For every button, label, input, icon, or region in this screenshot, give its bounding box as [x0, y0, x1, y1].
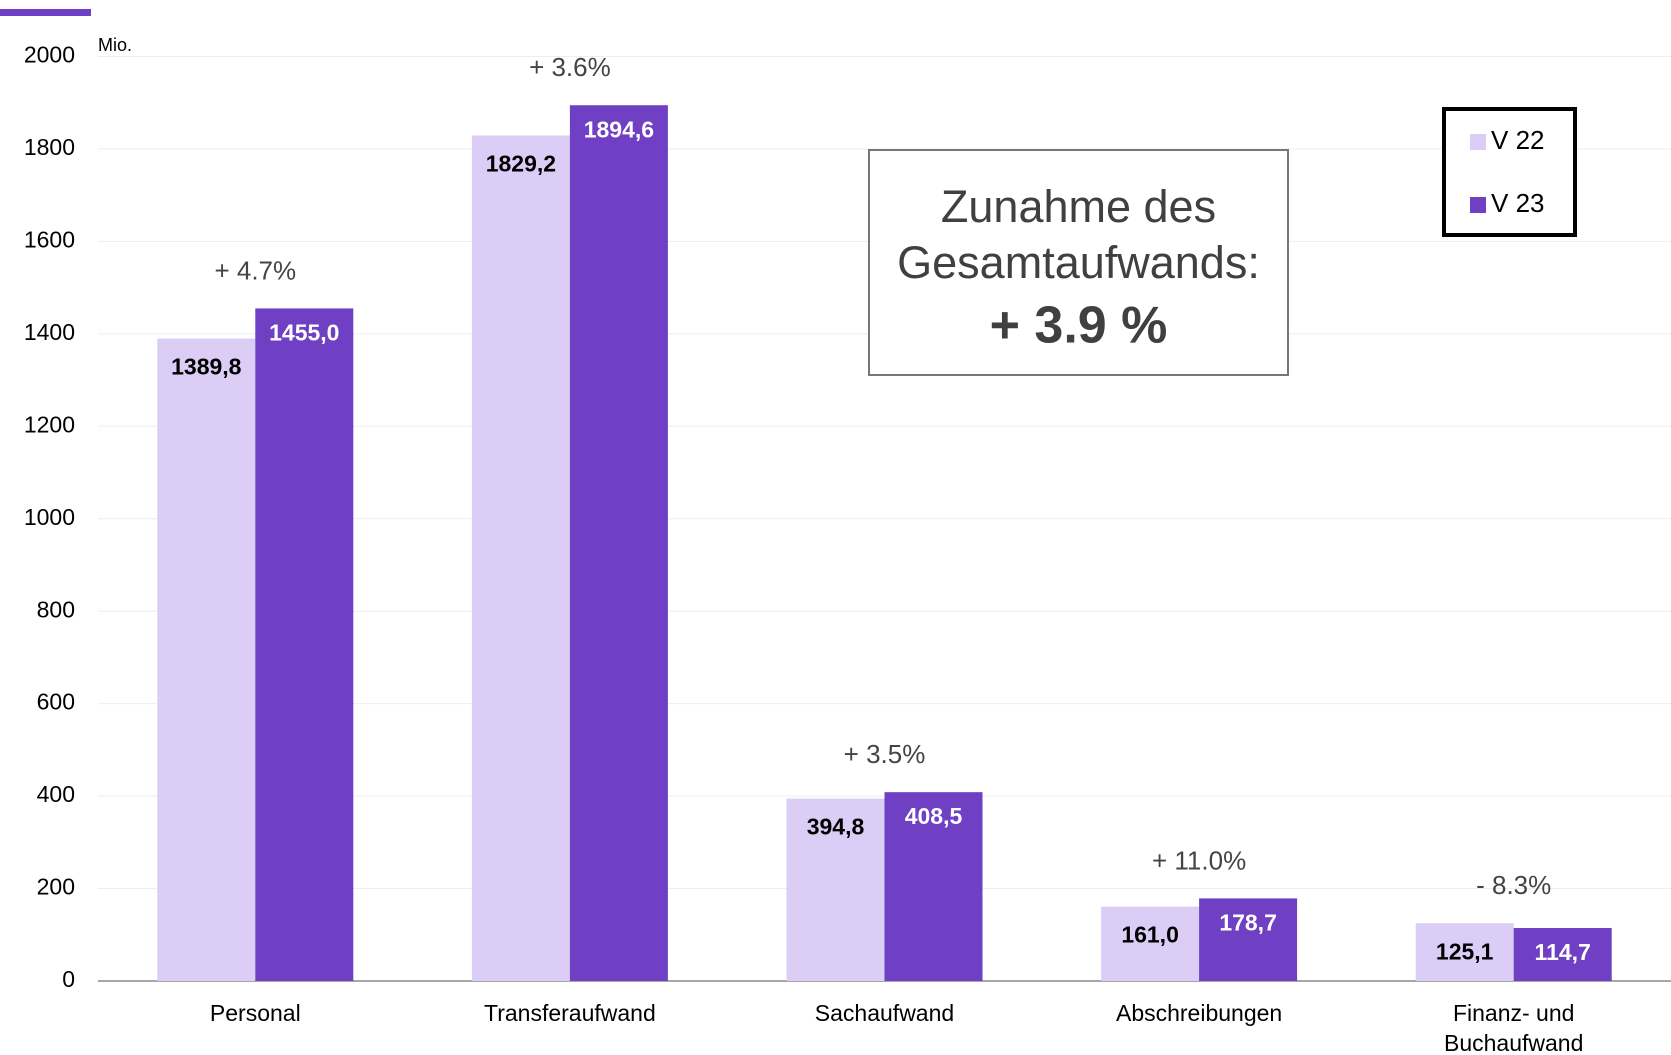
- y-tick-label: 1800: [24, 134, 75, 160]
- x-tick-label: Personal: [209, 1000, 301, 1026]
- y-tick-label: 1200: [24, 411, 75, 437]
- x-tick-label: Finanz- und Buchaufwand: [1443, 1000, 1584, 1055]
- unit-label: Mio.: [98, 35, 132, 55]
- y-tick-label: 1000: [24, 504, 75, 530]
- value-label: 394,8: [807, 814, 865, 840]
- legend-swatch: [1470, 197, 1486, 213]
- bar: [569, 105, 668, 982]
- change-label: - 8.3%: [1476, 870, 1551, 900]
- value-label: 1389,8: [171, 354, 242, 380]
- x-tick-label: Sachaufwand: [814, 1000, 955, 1026]
- y-tick-label: 1400: [24, 319, 75, 345]
- value-label: 125,1: [1436, 938, 1494, 964]
- bar: [255, 308, 354, 981]
- change-label: + 4.7%: [214, 255, 296, 285]
- annotation-highlight: + 3.9 %: [990, 297, 1168, 355]
- accent-bar: [0, 9, 91, 16]
- y-tick-label: 1600: [24, 226, 75, 252]
- change-label: + 3.5%: [844, 739, 926, 769]
- bar: [884, 792, 983, 981]
- y-tick-label: 2000: [24, 42, 75, 68]
- value-label: 1894,6: [584, 116, 654, 142]
- legend-label: V 22: [1491, 125, 1545, 155]
- y-tick-label: 200: [37, 874, 75, 900]
- value-label: 1829,2: [486, 151, 556, 177]
- legend-box: [1442, 107, 1577, 237]
- bar: [157, 338, 256, 981]
- y-tick-label: 0: [62, 966, 75, 992]
- annotation-box: [868, 149, 1289, 376]
- y-tick-label: 400: [37, 781, 75, 807]
- change-label: + 3.6%: [529, 52, 611, 82]
- y-tick-label: 600: [37, 689, 75, 715]
- bar: [1101, 906, 1200, 981]
- bar: [786, 798, 885, 981]
- annotation-text: Gesamtaufwands:: [897, 237, 1260, 288]
- bar: [1199, 898, 1298, 981]
- value-label: 408,5: [905, 803, 963, 829]
- x-tick-label: Transferaufwand: [484, 1000, 656, 1026]
- legend-swatch: [1470, 134, 1486, 150]
- change-label: + 11.0%: [1152, 845, 1246, 875]
- bar: [1513, 927, 1612, 981]
- bar: [471, 135, 570, 982]
- value-label: 178,7: [1219, 909, 1277, 935]
- x-tick-label: Abschreibungen: [1115, 1000, 1283, 1026]
- value-label: 1455,0: [269, 320, 339, 346]
- legend-label: V 23: [1491, 188, 1545, 218]
- annotation-text: Zunahme des: [941, 181, 1216, 232]
- y-tick-label: 800: [37, 596, 75, 622]
- bar: [1415, 923, 1514, 981]
- value-label: 114,7: [1535, 939, 1591, 965]
- value-label: 161,0: [1121, 922, 1179, 948]
